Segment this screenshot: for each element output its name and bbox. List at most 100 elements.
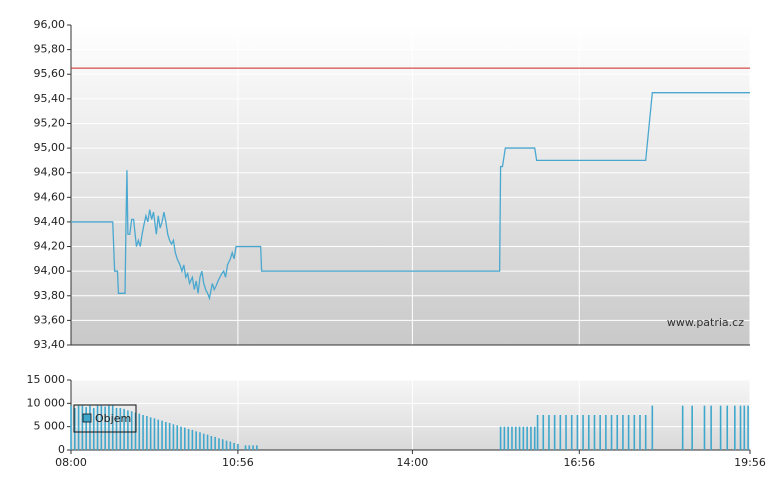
volume-bar bbox=[565, 415, 567, 450]
volume-bar bbox=[691, 405, 693, 450]
y-tick-label: 93,60 bbox=[34, 313, 66, 326]
y-tick-label: 5 000 bbox=[34, 420, 66, 433]
volume-bar bbox=[237, 443, 239, 450]
volume-bar bbox=[743, 405, 746, 450]
volume-bar bbox=[127, 410, 129, 450]
volume-bar bbox=[627, 415, 630, 450]
y-tick-label: 96,00 bbox=[34, 18, 66, 31]
volume-bar bbox=[710, 405, 712, 450]
volume-bar bbox=[726, 405, 729, 450]
volume-bar bbox=[511, 426, 513, 450]
volume-bar bbox=[153, 418, 156, 450]
legend-label: Objem bbox=[95, 412, 131, 425]
volume-bar bbox=[195, 431, 197, 450]
volume-bar bbox=[115, 408, 118, 450]
volume-bar bbox=[199, 432, 201, 450]
x-tick-label: 16:56 bbox=[563, 456, 595, 469]
volume-bar bbox=[536, 415, 539, 450]
volume-bar bbox=[244, 445, 247, 450]
volume-bar bbox=[522, 426, 525, 450]
volume-bar bbox=[108, 405, 110, 450]
volume-bar bbox=[548, 415, 550, 450]
volume-bar bbox=[526, 426, 528, 450]
volume-bar bbox=[96, 405, 99, 450]
volume-bar bbox=[142, 415, 144, 450]
volume-bar bbox=[210, 436, 213, 450]
volume-bar bbox=[518, 426, 521, 450]
y-tick-label: 94,40 bbox=[34, 215, 66, 228]
y-tick-label: 93,80 bbox=[34, 289, 66, 302]
volume-bar bbox=[134, 412, 137, 450]
volume-bar bbox=[157, 419, 160, 450]
volume-bar bbox=[610, 415, 613, 450]
volume-bar bbox=[651, 405, 654, 450]
volume-bar bbox=[248, 445, 251, 450]
volume-bar bbox=[104, 406, 106, 450]
y-tick-label: 94,80 bbox=[34, 166, 66, 179]
legend-box bbox=[73, 404, 137, 433]
volume-bar bbox=[100, 405, 103, 450]
volume-bar bbox=[214, 436, 216, 450]
y-tick-label: 15 000 bbox=[27, 373, 66, 386]
volume-bar bbox=[70, 405, 72, 450]
volume-bar bbox=[593, 415, 596, 450]
x-tick-label: 14:00 bbox=[397, 456, 429, 469]
volume-bar bbox=[119, 408, 122, 450]
volume-bar bbox=[229, 441, 232, 450]
volume-bar bbox=[187, 429, 190, 450]
volume-bar bbox=[146, 415, 148, 450]
volume-bar bbox=[599, 415, 601, 450]
price-plot-area bbox=[71, 25, 750, 345]
y-tick-label: 93,40 bbox=[34, 338, 66, 351]
volume-bar bbox=[605, 415, 607, 450]
volume-bar bbox=[616, 415, 619, 450]
volume-bar bbox=[85, 407, 87, 450]
volume-bar bbox=[180, 426, 182, 450]
volume-bar bbox=[576, 415, 579, 450]
volume-bar bbox=[747, 405, 749, 450]
volume-bar bbox=[206, 434, 209, 450]
volume-bar bbox=[218, 438, 220, 450]
volume-bar bbox=[111, 405, 114, 450]
y-tick-label: 94,00 bbox=[34, 264, 66, 277]
volume-bar bbox=[149, 417, 152, 450]
volume-bar bbox=[202, 433, 205, 450]
volume-bar bbox=[559, 415, 562, 450]
volume-bar bbox=[719, 405, 722, 450]
price-line bbox=[71, 92, 750, 301]
volume-bar bbox=[514, 426, 517, 450]
volume-bar bbox=[507, 426, 509, 450]
volume-bar bbox=[73, 408, 76, 450]
watermark: www.patria.cz bbox=[667, 316, 744, 329]
volume-bar bbox=[587, 415, 590, 450]
volume-bar bbox=[734, 405, 736, 450]
volume-bar bbox=[221, 439, 224, 450]
volume-bar bbox=[138, 413, 141, 450]
y-tick-label: 0 bbox=[58, 443, 65, 456]
volume-bar bbox=[92, 408, 95, 450]
volume-bar bbox=[256, 445, 258, 450]
volume-bar bbox=[503, 426, 506, 450]
y-tick-label: 95,20 bbox=[34, 116, 66, 129]
volume-bar bbox=[639, 415, 641, 450]
volume-bar bbox=[703, 405, 706, 450]
volume-bar bbox=[644, 415, 647, 450]
volume-bar bbox=[161, 420, 163, 450]
volume-bar bbox=[252, 445, 254, 450]
volume-bar bbox=[553, 415, 556, 450]
y-tick-label: 94,60 bbox=[34, 190, 66, 203]
volume-bar bbox=[168, 422, 171, 450]
volume-bar bbox=[542, 415, 545, 450]
volume-bar bbox=[225, 440, 228, 450]
volume-bar bbox=[172, 424, 175, 450]
y-tick-label: 10 000 bbox=[27, 396, 66, 409]
volume-bar bbox=[739, 405, 742, 450]
volume-bar bbox=[633, 415, 636, 450]
volume-bar bbox=[499, 426, 502, 450]
volume-bar bbox=[191, 429, 194, 450]
legend-swatch bbox=[82, 413, 92, 423]
volume-bar bbox=[89, 405, 91, 450]
volume-bar bbox=[533, 426, 536, 450]
volume-bar bbox=[681, 405, 684, 450]
